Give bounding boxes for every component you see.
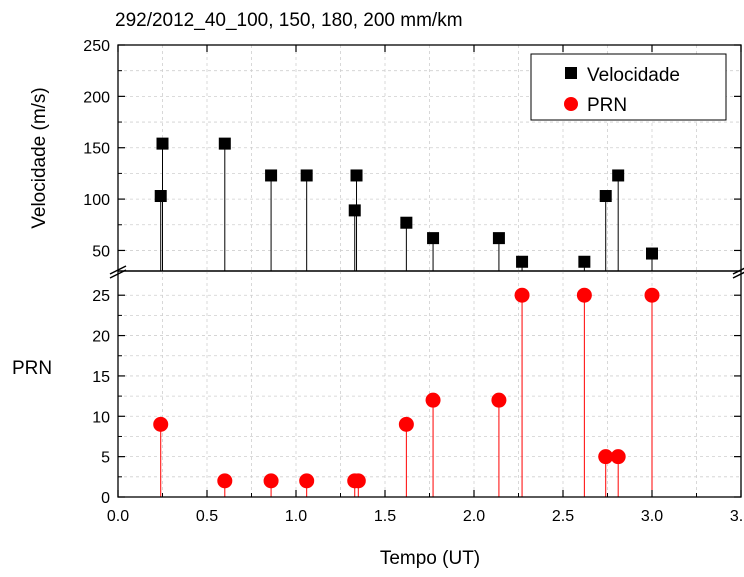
prn-point [299, 473, 315, 489]
x-tick-label: 1.5 [374, 508, 396, 525]
velocidade-point [154, 190, 167, 203]
prn-point [217, 473, 233, 489]
lower-y-tick-label: 25 [92, 288, 110, 305]
velocidade-point [218, 137, 231, 150]
lower-y-tick-label: 15 [92, 369, 110, 386]
prn-point [610, 449, 626, 465]
x-tick-label: 3.0 [641, 508, 663, 525]
upper-y-tick-label: 200 [83, 89, 110, 106]
velocidade-point [348, 204, 361, 217]
x-axis: 0.0 0.5 1.0 1.5 2.0 2.5 3.0 3.5 [107, 45, 744, 525]
upper-stems [160, 143, 653, 271]
upper-y-axis-label: Velocidade (m/s) [29, 87, 50, 229]
upper-y-tick-label: 50 [92, 243, 110, 260]
velocidade-point [300, 169, 313, 182]
lower-y-tick-label: 5 [101, 450, 110, 467]
prn-point [491, 392, 507, 408]
prn-point [514, 287, 530, 303]
lower-points [153, 287, 660, 489]
upper-y-tick-label: 250 [83, 38, 110, 55]
upper-points [154, 137, 658, 268]
legend-label-prn: PRN [587, 95, 627, 116]
velocidade-point [599, 190, 612, 203]
lower-panel: 0 5 10 15 20 25 [92, 270, 742, 507]
velocidade-point [612, 169, 625, 182]
prn-point [644, 287, 660, 303]
lower-y-tick-label: 0 [101, 490, 110, 507]
x-axis-label: Tempo (UT) [380, 548, 480, 569]
upper-y-tick-label: 100 [83, 192, 110, 209]
upper-y-tick-label: 150 [83, 141, 110, 158]
legend: Velocidade PRN [530, 53, 727, 121]
velocidade-point [516, 255, 529, 268]
lower-y-axis-label: PRN [12, 358, 52, 379]
legend-marker-prn [564, 97, 578, 111]
x-tick-label: 2.0 [463, 508, 485, 525]
velocidade-point [400, 216, 413, 229]
lower-y-tick-label: 20 [92, 329, 110, 346]
velocidade-point [265, 169, 278, 182]
legend-marker-velocidade [565, 67, 577, 79]
prn-point [398, 416, 414, 432]
velocidade-point [156, 137, 169, 150]
prn-point [598, 449, 614, 465]
prn-point [576, 287, 592, 303]
velocidade-point [646, 247, 658, 260]
x-tick-label: 0.5 [196, 508, 218, 525]
upper-y-ticks: 50 100 150 200 250 [83, 38, 741, 260]
velocidade-point [578, 255, 591, 268]
legend-label-velocidade: Velocidade [587, 65, 680, 86]
prn-point [153, 416, 169, 432]
lower-grid [118, 271, 741, 497]
velocidade-point [427, 232, 440, 245]
upper-panel: 50 100 150 200 250 [83, 38, 742, 272]
lower-y-tick-label: 10 [92, 409, 110, 426]
x-tick-label: 3.5 [730, 508, 744, 525]
x-tick-label: 2.5 [552, 508, 574, 525]
velocidade-point [350, 169, 363, 182]
axis-break-marks [109, 265, 744, 279]
prn-point [350, 473, 366, 489]
lower-y-ticks: 0 5 10 15 20 25 [92, 288, 741, 507]
x-tick-label: 1.0 [285, 508, 307, 525]
chart-title: 292/2012_40_100, 150, 180, 200 mm/km [115, 10, 463, 31]
x-tick-label: 0.0 [107, 508, 129, 525]
velocidade-point [492, 232, 505, 245]
prn-point [425, 392, 441, 408]
lower-stems [160, 295, 653, 497]
legend-box [530, 53, 727, 121]
prn-point [263, 473, 279, 489]
